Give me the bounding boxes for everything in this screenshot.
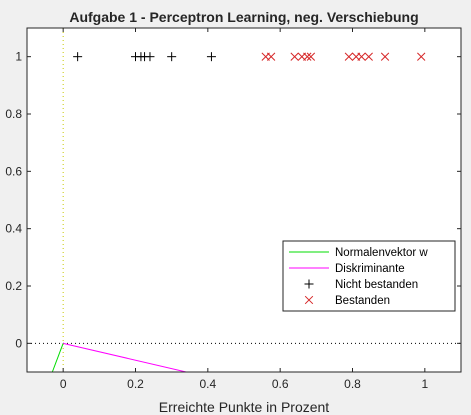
legend-marker-swatch (304, 295, 314, 305)
cross-marker-point (306, 52, 316, 61)
marker-stroke (380, 52, 390, 61)
marker-stroke (303, 52, 312, 61)
plus-marker-point (206, 52, 216, 62)
axes-box (26, 27, 462, 373)
plot-area (27, 28, 461, 372)
x-tick-label: 0.6 (272, 377, 289, 391)
legend-label: Normalenvektor w (335, 247, 428, 259)
legend-label: Diskriminante (335, 263, 405, 275)
cross-marker-point (417, 52, 426, 61)
cross-marker-point (380, 52, 390, 61)
marker-stroke (417, 52, 426, 61)
legend-marker-swatch (304, 279, 314, 289)
cross-marker-point (290, 52, 299, 61)
marker-stroke (344, 52, 354, 61)
cross-marker-point (303, 52, 312, 61)
x-tick-label: 0.4 (199, 377, 216, 391)
plus-marker-point (73, 52, 83, 62)
x-tick-label: 0.8 (344, 377, 361, 391)
marker-stroke (290, 52, 299, 61)
y-tick-label: 0 (15, 336, 22, 350)
plus-marker-point (145, 52, 155, 62)
legend-entry: Normalenvektor w (289, 247, 428, 259)
cross-marker-point (344, 52, 354, 61)
y-tick-label: 0.2 (5, 279, 22, 293)
legend-box (282, 240, 456, 312)
series-line-0 (51, 343, 64, 372)
marker-stroke (306, 52, 316, 61)
plus-marker-point (167, 52, 177, 62)
cross-marker-point (364, 52, 373, 61)
y-tick-label: 0.8 (5, 107, 22, 121)
legend-entry: Nicht bestanden (304, 279, 418, 291)
marker-stroke (266, 52, 276, 61)
marker-stroke (357, 52, 366, 61)
series-line-1 (63, 342, 187, 372)
marker-stroke (304, 295, 314, 305)
chart-title: Aufgabe 1 - Perceptron Learning, neg. Ve… (69, 9, 418, 25)
cross-marker-point (357, 52, 366, 61)
y-tick-label: 0.4 (5, 222, 22, 236)
legend-label: Nicht bestanden (335, 279, 418, 291)
x-tick-label: 0 (60, 377, 67, 391)
y-tick-label: 1 (15, 50, 22, 64)
x-tick-label: 1 (421, 377, 428, 391)
marker-stroke (364, 52, 373, 61)
x-tick-label: 0.2 (127, 377, 144, 391)
legend-label: Bestanden (335, 295, 390, 307)
y-tick-label: 0.6 (5, 164, 22, 178)
x-axis-label: Erreichte Punkte in Prozent (159, 399, 330, 415)
cross-marker-point (266, 52, 276, 61)
legend-entry: Diskriminante (289, 263, 405, 275)
legend-entry: Bestanden (304, 295, 390, 307)
